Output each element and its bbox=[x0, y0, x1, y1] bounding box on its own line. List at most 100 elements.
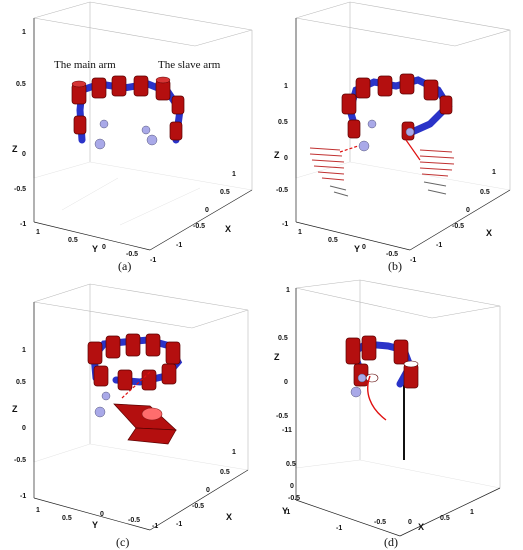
y-tick: 0 bbox=[102, 244, 106, 251]
robot-joint bbox=[393, 339, 409, 365]
ghost-stripe bbox=[427, 189, 447, 195]
x-tick: -1 bbox=[176, 521, 182, 528]
z-tick: 0 bbox=[284, 155, 288, 162]
trajectory-ghost-left bbox=[309, 147, 349, 197]
ghost-stripe bbox=[313, 165, 345, 169]
x-axis bbox=[149, 469, 249, 531]
target-ball bbox=[357, 373, 367, 383]
y-axis bbox=[33, 497, 151, 531]
target-ball bbox=[141, 125, 151, 135]
x-tick: -1 bbox=[436, 242, 442, 249]
robot-joint bbox=[165, 341, 181, 365]
x-tick: -0.5 bbox=[193, 223, 205, 230]
target-ball bbox=[94, 138, 106, 150]
z-tick: 1 bbox=[22, 347, 26, 354]
robot-joint bbox=[377, 75, 393, 97]
grid-line bbox=[295, 459, 361, 469]
y-axis-label: Y bbox=[282, 506, 288, 516]
grid-line bbox=[295, 161, 351, 179]
y-tick: 0.5 bbox=[62, 515, 72, 522]
x-tick: 0 bbox=[206, 487, 210, 494]
box-top bbox=[33, 1, 253, 47]
z-tick: 0 bbox=[284, 379, 288, 386]
joint-cap bbox=[365, 373, 379, 383]
x-tick: 0.5 bbox=[220, 189, 230, 196]
z-tick: -1 bbox=[20, 221, 26, 228]
y-axis bbox=[295, 221, 411, 251]
robot-joint bbox=[145, 333, 161, 357]
robot-joint bbox=[111, 75, 127, 97]
panel-d: 1 0.5 0 -0.5 -1 Z 1 0.5 0 -0.5 -1 Y -1 -… bbox=[274, 279, 501, 549]
panel-a: 1 0.5 0 -0.5 -1 Z 1 0.5 0 -0.5 -1 Y 1 0.… bbox=[12, 1, 253, 273]
target-ball bbox=[350, 386, 362, 398]
trajectory-block bbox=[127, 427, 177, 445]
y-tick: 1 bbox=[288, 427, 292, 434]
x-tick: 0.5 bbox=[220, 469, 230, 476]
z-tick: 0.5 bbox=[278, 119, 288, 126]
y-tick: -0.5 bbox=[288, 495, 300, 502]
y-tick: 0 bbox=[362, 244, 366, 251]
y-tick: 0 bbox=[100, 511, 104, 518]
robot-joint bbox=[439, 95, 453, 115]
target-ball bbox=[101, 391, 111, 401]
z-tick: -0.5 bbox=[276, 413, 288, 420]
z-tick: 1 bbox=[22, 29, 26, 36]
x-tick: -0.5 bbox=[374, 519, 386, 526]
robot-joint bbox=[341, 93, 357, 115]
y-tick: 0.5 bbox=[286, 461, 296, 468]
z-axis-label: Z bbox=[12, 404, 18, 414]
grid-line bbox=[61, 177, 119, 211]
z-tick: -1 bbox=[282, 427, 288, 434]
y-tick: -1 bbox=[410, 257, 416, 264]
grid-line bbox=[33, 443, 91, 463]
z-axis-label: Z bbox=[12, 144, 18, 154]
x-axis bbox=[399, 487, 501, 537]
panel-c: 1 0.5 0 -0.5 -1 Z 1 0.5 0 -0.5 -1 Y 1 0.… bbox=[12, 283, 249, 549]
z-tick: -1 bbox=[20, 493, 26, 500]
z-axis-label: Z bbox=[274, 150, 280, 160]
dual-arm-robot bbox=[87, 333, 183, 391]
robot-joint bbox=[105, 335, 121, 359]
x-tick: -0.5 bbox=[192, 503, 204, 510]
z-tick: 1 bbox=[284, 83, 288, 90]
robot-joint bbox=[361, 335, 377, 361]
trajectory-arrow bbox=[405, 139, 421, 161]
y-axis bbox=[295, 499, 401, 537]
grid-line bbox=[359, 459, 501, 489]
robot-joint bbox=[345, 337, 361, 365]
trajectory-curve bbox=[367, 375, 387, 421]
x-tick: 0 bbox=[466, 207, 470, 214]
caption-d: (d) bbox=[384, 535, 398, 549]
robot-joint bbox=[347, 119, 361, 139]
ghost-stripe bbox=[419, 161, 455, 165]
robot-joint bbox=[169, 121, 183, 141]
ghost-stripe bbox=[309, 153, 343, 157]
robot-joint bbox=[73, 115, 87, 135]
ghost-stripe bbox=[419, 167, 453, 171]
robot-joint bbox=[117, 369, 133, 391]
x-tick: 1 bbox=[492, 169, 496, 176]
y-axis-label: Y bbox=[92, 244, 98, 254]
x-tick: 0 bbox=[205, 207, 209, 214]
grid-line bbox=[89, 161, 253, 191]
z-tick: 0 bbox=[22, 151, 26, 158]
dual-arm-robot bbox=[345, 335, 419, 389]
x-tick: 1 bbox=[470, 509, 474, 516]
robot-joint bbox=[403, 363, 419, 389]
ghost-stripe bbox=[311, 159, 345, 163]
robot-joint bbox=[171, 95, 185, 115]
y-tick: 1 bbox=[36, 507, 40, 514]
x-axis-label: X bbox=[486, 228, 492, 238]
panel-b: 1 0.5 0 -0.5 -1 Z 1 0.5 0 -0.5 -1 Y 1 0.… bbox=[274, 1, 511, 273]
ghost-stripe bbox=[321, 177, 345, 181]
x-tick: -1 bbox=[336, 525, 342, 532]
ghost-stripe bbox=[329, 185, 347, 191]
robot-joint bbox=[355, 77, 371, 99]
ghost-stripe bbox=[309, 147, 341, 151]
y-tick: -1 bbox=[150, 257, 156, 264]
robot-joint bbox=[133, 75, 149, 97]
x-tick: -0.5 bbox=[452, 223, 464, 230]
robot-joint bbox=[91, 77, 107, 99]
joint-cap bbox=[71, 80, 87, 88]
